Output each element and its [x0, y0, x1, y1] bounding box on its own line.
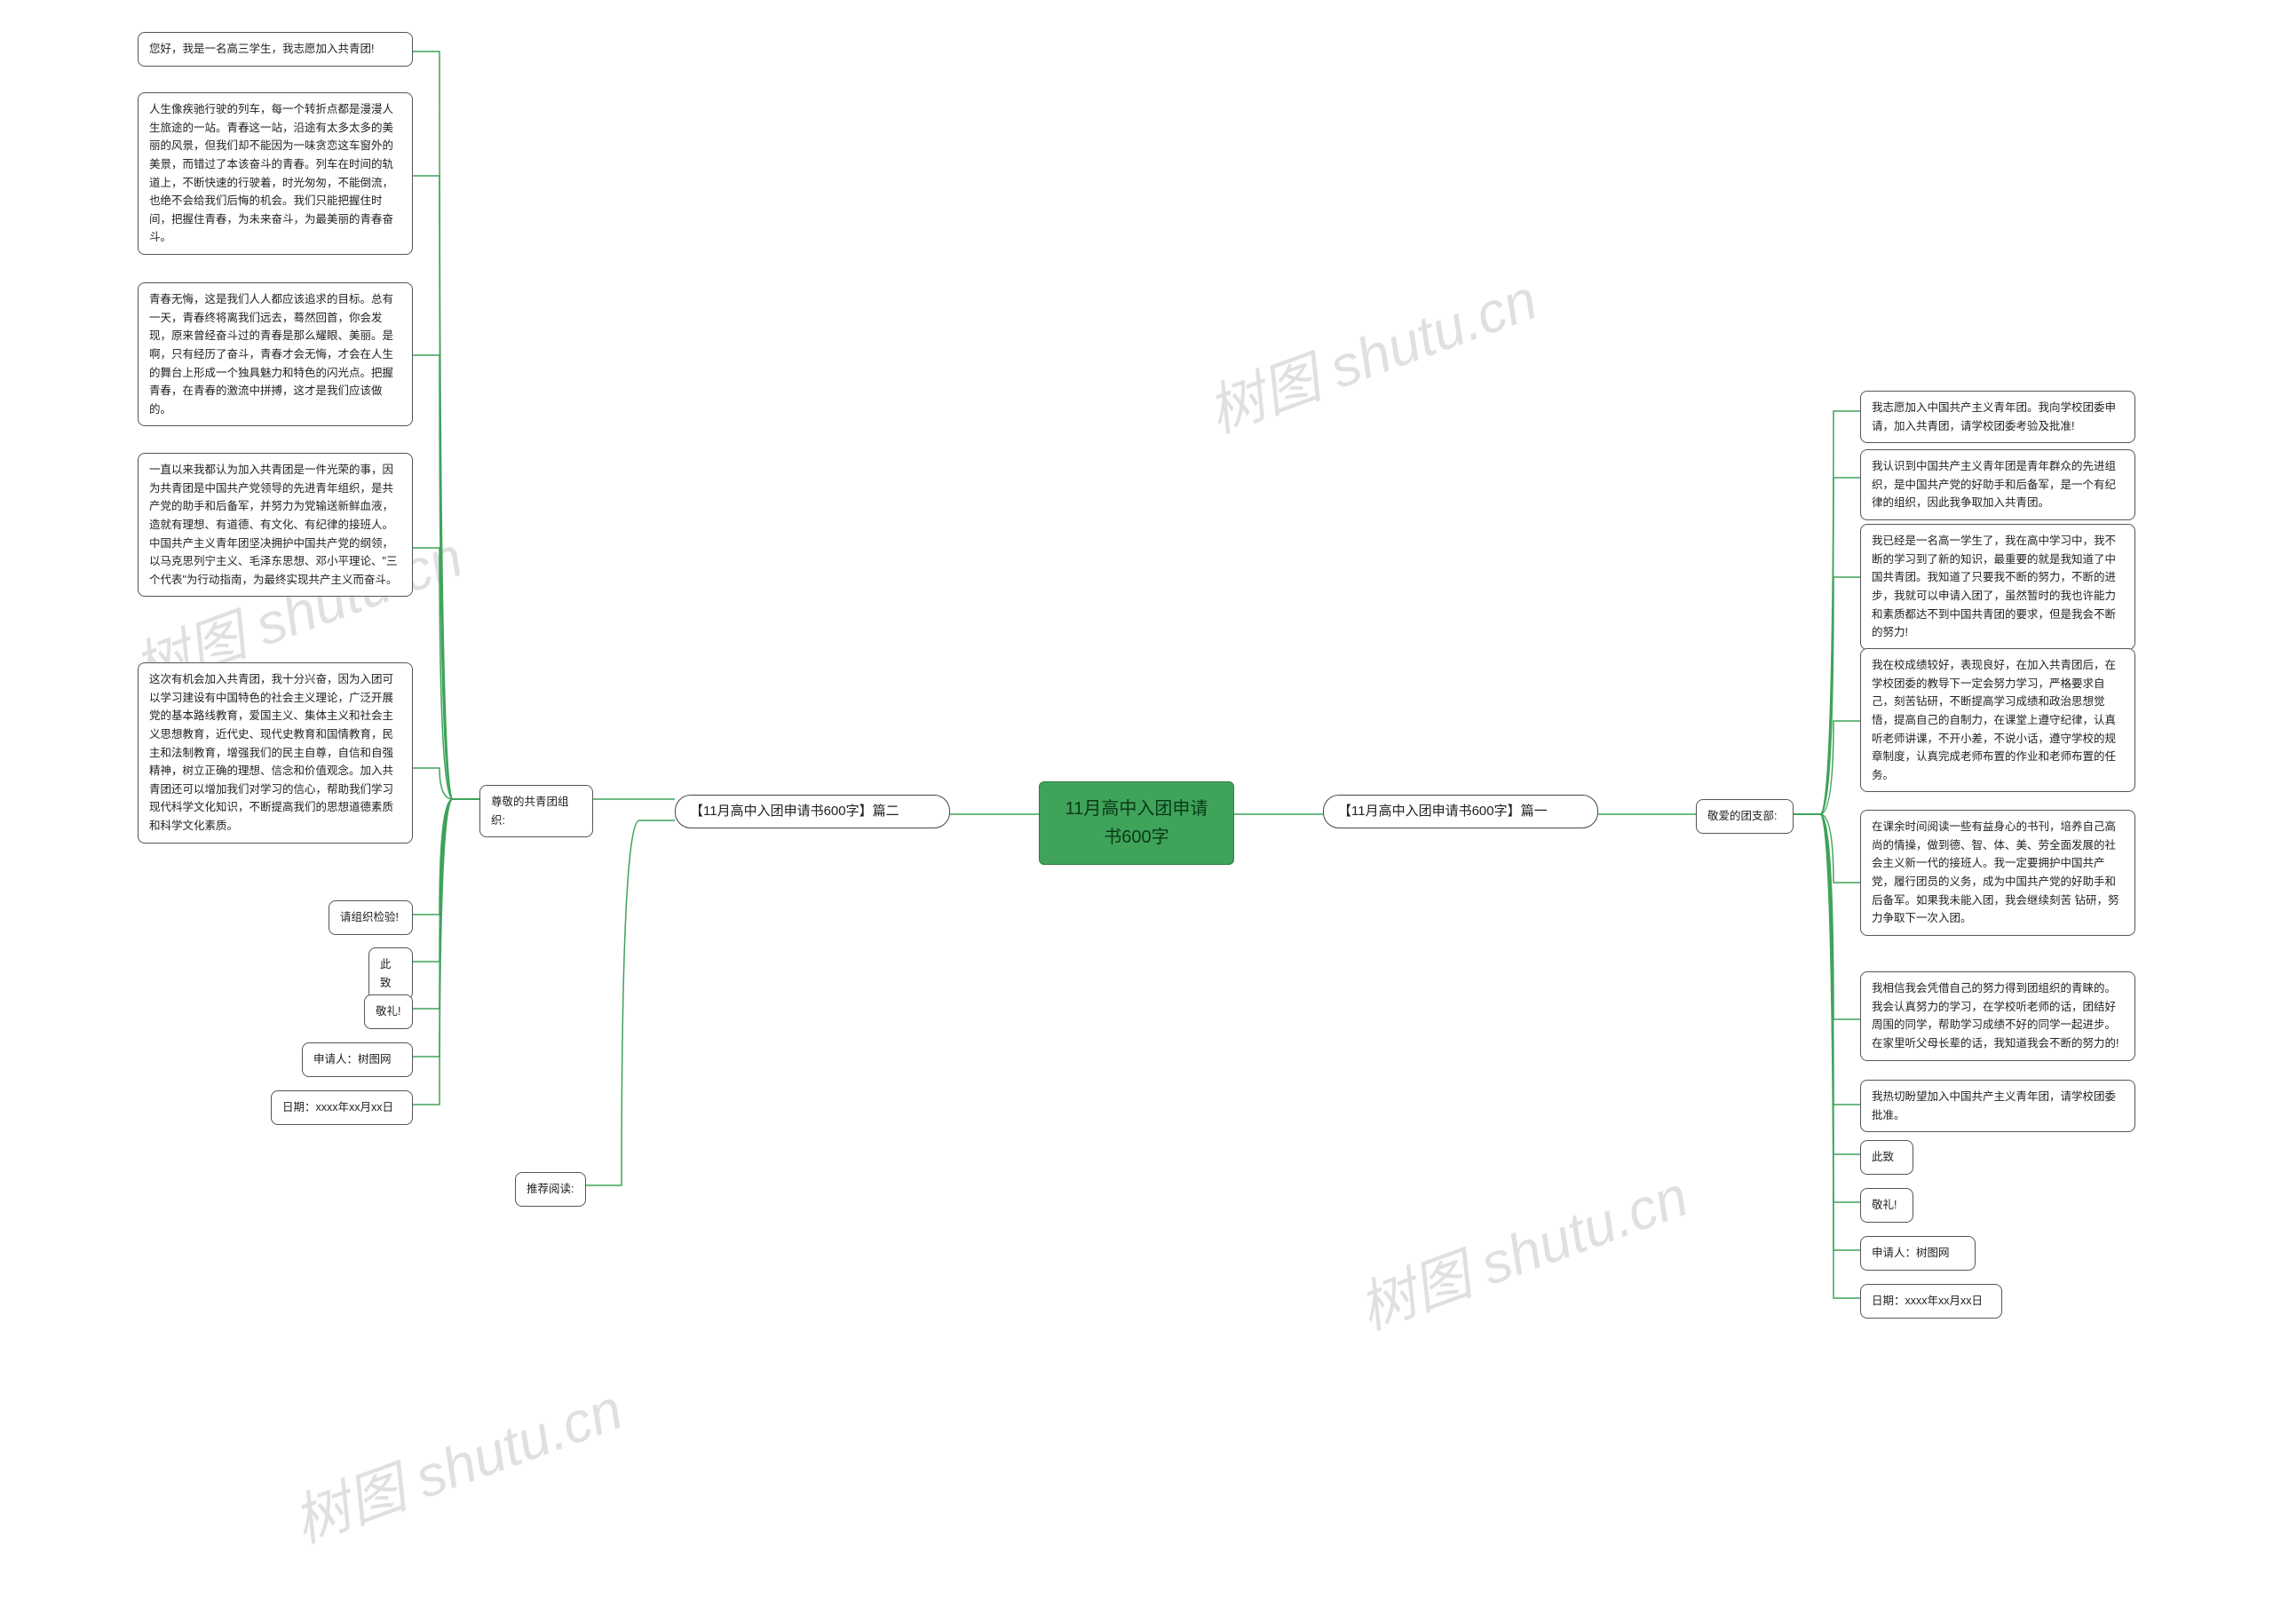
left-header: 尊敬的共青团组织: — [479, 785, 593, 837]
root-node[interactable]: 11月高中入团申请书600字 — [1039, 781, 1234, 865]
left-branch-title[interactable]: 【11月高中入团申请书600字】篇二 — [675, 795, 950, 828]
watermark: 树图 shutu.cn — [1195, 254, 1547, 448]
left-item-4: 这次有机会加入共青团，我十分兴奋，因为入团可以学习建设有中国特色的社会主义理论，… — [138, 662, 413, 844]
right-item-2: 我已经是一名高一学生了，我在高中学习中，我不断的学习到了新的知识，最重要的就是我… — [1860, 524, 2135, 650]
right-item-10: 日期：xxxx年xx月xx日 — [1860, 1284, 2002, 1319]
left-item-5: 请组织检验! — [329, 900, 413, 935]
right-item-0: 我志愿加入中国共产主义青年团。我向学校团委申请，加入共青团，请学校团委考验及批准… — [1860, 391, 2135, 443]
left-extra: 推荐阅读: — [515, 1172, 586, 1207]
left-item-1: 人生像疾驰行驶的列车，每一个转折点都是漫漫人生旅途的一站。青春这一站，沿途有太多… — [138, 92, 413, 255]
watermark: 树图 shutu.cn — [281, 1364, 632, 1558]
right-item-5: 我相信我会凭借自己的努力得到团组织的青睐的。我会认真努力的学习，在学校听老师的话… — [1860, 971, 2135, 1061]
left-item-3: 一直以来我都认为加入共青团是一件光荣的事，因为共青团是中国共产党领导的先进青年组… — [138, 453, 413, 597]
watermark: 树图 shutu.cn — [1346, 1151, 1698, 1345]
left-item-2: 青春无悔，这是我们人人都应该追求的目标。总有一天，青春终将离我们远去，蓦然回首，… — [138, 282, 413, 426]
right-branch-title[interactable]: 【11月高中入团申请书600字】篇一 — [1323, 795, 1598, 828]
left-item-9: 日期：xxxx年xx月xx日 — [271, 1090, 413, 1125]
right-item-1: 我认识到中国共产主义青年团是青年群众的先进组织，是中国共产党的好助手和后备军，是… — [1860, 449, 2135, 520]
right-item-8: 敬礼! — [1860, 1188, 1913, 1223]
left-item-0: 您好，我是一名高三学生，我志愿加入共青团! — [138, 32, 413, 67]
left-item-6: 此致 — [368, 947, 413, 1000]
right-item-4: 在课余时间阅读一些有益身心的书刊，培养自己高尚的情操，做到德、智、体、美、劳全面… — [1860, 810, 2135, 936]
right-item-3: 我在校成绩较好，表现良好，在加入共青团后，在学校团委的教导下一定会努力学习，严格… — [1860, 648, 2135, 792]
right-item-6: 我热切盼望加入中国共产主义青年团，请学校团委批准。 — [1860, 1080, 2135, 1132]
left-item-7: 敬礼! — [364, 994, 413, 1029]
right-item-7: 此致 — [1860, 1140, 1913, 1175]
left-item-8: 申请人：树图网 — [302, 1042, 413, 1077]
right-item-9: 申请人：树图网 — [1860, 1236, 1976, 1271]
right-header: 敬爱的团支部: — [1696, 799, 1794, 834]
